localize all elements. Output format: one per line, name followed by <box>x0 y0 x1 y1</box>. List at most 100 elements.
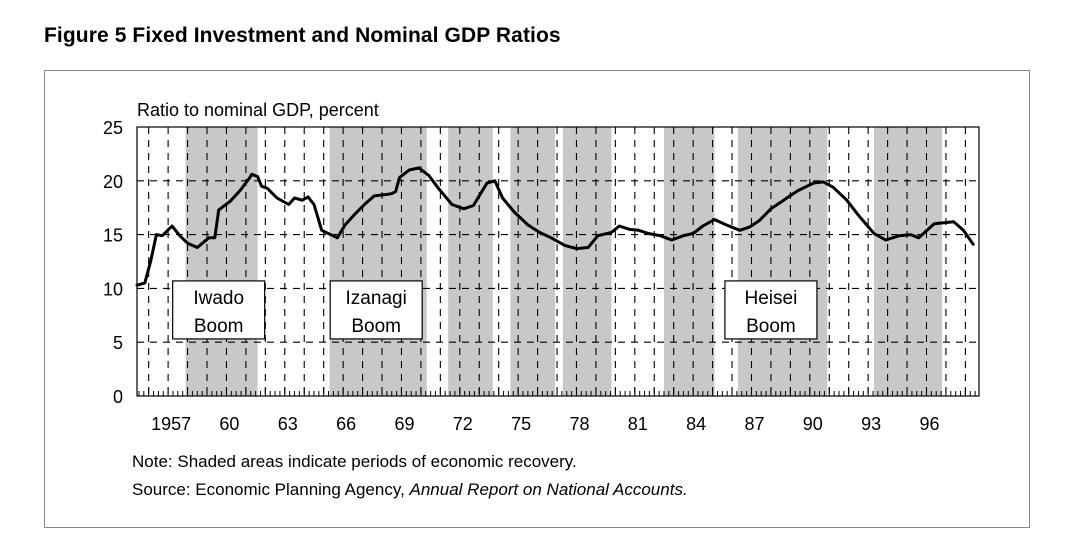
y-tick-label: 10 <box>103 279 123 299</box>
data-point <box>513 211 516 213</box>
source-prefix: Source: Economic Planning Agency, <box>132 480 410 499</box>
shaded-period <box>510 127 556 396</box>
data-point <box>812 182 815 184</box>
data-point <box>857 214 860 217</box>
annotation-box <box>724 280 818 340</box>
data-point <box>748 226 751 228</box>
data-point <box>787 196 790 198</box>
data-point <box>276 197 278 199</box>
data-point <box>637 229 640 232</box>
data-point <box>575 247 578 250</box>
data-point <box>472 204 475 207</box>
data-point <box>229 200 232 203</box>
data-point <box>952 220 955 223</box>
data-point <box>208 237 210 239</box>
data-point <box>972 243 974 246</box>
data-point <box>373 195 376 197</box>
data-point <box>538 231 541 234</box>
data-point <box>670 239 673 241</box>
data-point <box>427 174 430 177</box>
annotation-text: Izanagi <box>346 288 407 309</box>
x-tick-label: 63 <box>278 414 298 434</box>
grid-lines <box>137 127 979 396</box>
y-tick-label: 15 <box>103 226 123 246</box>
data-point <box>501 197 504 199</box>
figure-title: Figure 5 Fixed Investment and Nominal GD… <box>44 24 561 47</box>
data-point <box>171 225 173 227</box>
data-point <box>610 231 613 234</box>
annotation-text: Heisei <box>745 288 798 309</box>
data-point <box>797 189 799 192</box>
data-point <box>494 180 496 182</box>
boom-annotation: Iwado Boom <box>172 280 266 340</box>
data-point <box>647 232 650 235</box>
annotation-text: Boom <box>746 316 796 337</box>
data-point <box>149 260 152 263</box>
y-tick-label: 5 <box>113 333 123 353</box>
data-point <box>898 234 901 237</box>
x-tick-label: 96 <box>919 414 939 434</box>
boom-annotation: Heisei Boom <box>724 280 818 340</box>
x-tick-label: 60 <box>219 414 239 434</box>
shaded-period <box>329 127 427 396</box>
data-point <box>564 244 566 247</box>
data-point <box>260 185 263 187</box>
data-point <box>390 192 393 195</box>
chart-source: Source: Economic Planning Agency, Annual… <box>132 480 688 500</box>
data-point <box>196 246 199 249</box>
y-tick-label: 0 <box>113 387 123 407</box>
data-point <box>758 219 761 222</box>
data-point <box>143 282 146 284</box>
data-point <box>832 186 834 189</box>
data-point <box>933 223 936 225</box>
data-point <box>779 201 782 204</box>
data-point <box>248 176 251 179</box>
data-point <box>702 225 704 227</box>
data-point <box>527 224 529 226</box>
annotation-text: Boom <box>351 316 401 337</box>
data-point <box>822 181 825 183</box>
data-point <box>307 196 309 198</box>
data-point <box>320 229 323 232</box>
x-tick-label: 87 <box>744 414 764 434</box>
data-point <box>186 242 189 245</box>
y-tick-label: 20 <box>103 172 123 192</box>
chart-note: Note: Shaded areas indicate periods of e… <box>132 452 577 471</box>
shaded-period <box>663 127 715 396</box>
annotation-text: Iwado <box>193 288 244 309</box>
figure-frame <box>44 70 1030 528</box>
shaded-period <box>448 127 493 396</box>
data-point <box>363 203 366 206</box>
data-point <box>256 175 259 178</box>
data-point <box>692 232 694 235</box>
data-point <box>383 193 385 196</box>
data-point <box>873 232 875 235</box>
x-tick-label: 66 <box>336 414 356 434</box>
data-point <box>486 182 488 184</box>
annotation-box <box>172 280 266 340</box>
data-point <box>217 209 220 211</box>
data-point <box>155 233 158 236</box>
data-point <box>845 199 848 201</box>
data-point <box>344 224 346 226</box>
data-point <box>293 197 296 199</box>
data-point <box>408 169 411 171</box>
boom-annotations: Iwado Boom Izanagi Boom Heisei Boom <box>172 280 818 340</box>
x-tick-labels: 1957 60 63 66 69 72 75 78 81 84 87 90 93 96 <box>151 414 939 434</box>
data-point <box>266 187 269 190</box>
data-point <box>398 176 401 179</box>
data-point <box>597 234 599 237</box>
data-point <box>628 228 630 231</box>
data-point <box>917 237 920 239</box>
x-tick-label: 75 <box>511 414 531 434</box>
annotation-text: Boom <box>194 316 244 337</box>
data-point <box>313 203 315 206</box>
x-tick-label: 72 <box>453 414 473 434</box>
series-line <box>135 166 975 287</box>
x-tick-label: 93 <box>861 414 881 434</box>
data-point <box>287 203 290 206</box>
x-tick-label: 69 <box>394 414 414 434</box>
data-point <box>451 203 453 206</box>
shaded-periods <box>185 127 943 396</box>
data-point <box>336 237 339 239</box>
